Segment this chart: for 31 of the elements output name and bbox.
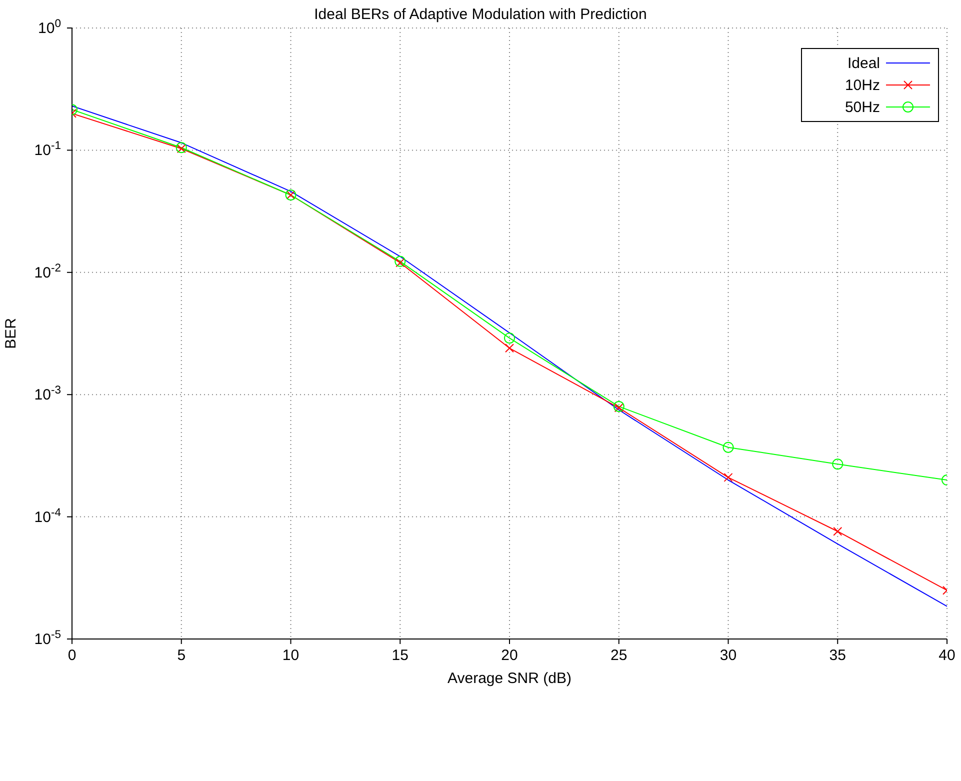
- y-tick-label: 10$^{-3}$: [34, 384, 61, 404]
- y-tick-label: 10$^{-2}$: [34, 262, 61, 282]
- x-axis-title: Average SNR (dB): [448, 670, 572, 687]
- legend-label: Ideal: [846, 54, 880, 72]
- y-tick-label: 10$^{-5}$: [34, 629, 61, 648]
- x-tick-label: 25: [610, 647, 628, 664]
- y-axis-title: BER: [2, 318, 20, 349]
- x-tick-label: 30: [720, 647, 737, 664]
- point: [722, 442, 734, 453]
- x-tick-label: 5: [177, 647, 186, 664]
- x-tick-label: 35: [829, 647, 846, 664]
- point: [614, 403, 624, 412]
- point: [832, 458, 844, 470]
- legend-label: 50Hz: [844, 98, 880, 116]
- point: [504, 332, 515, 344]
- y-tick-label: 10$^{-4}$: [34, 506, 61, 526]
- point: [724, 472, 733, 482]
- x-tick-label: 40: [938, 647, 956, 664]
- x-tick-label: 0: [68, 647, 76, 664]
- point: [505, 344, 514, 353]
- point: [396, 258, 405, 268]
- point: [394, 256, 406, 267]
- legend-label: 10Hz: [844, 76, 880, 94]
- x-tick-label: 10: [282, 647, 300, 664]
- x-tick-label: 20: [501, 647, 518, 664]
- point: [613, 400, 624, 412]
- chart-title: Ideal BERs of Adaptive Modulation with Prediction: [314, 6, 647, 23]
- point: [833, 526, 842, 536]
- y-tick-label: 10$^{0}$: [38, 18, 61, 37]
- x-tick-label: 15: [392, 647, 408, 664]
- y-tick-label: 10$^{-1}$: [34, 140, 61, 160]
